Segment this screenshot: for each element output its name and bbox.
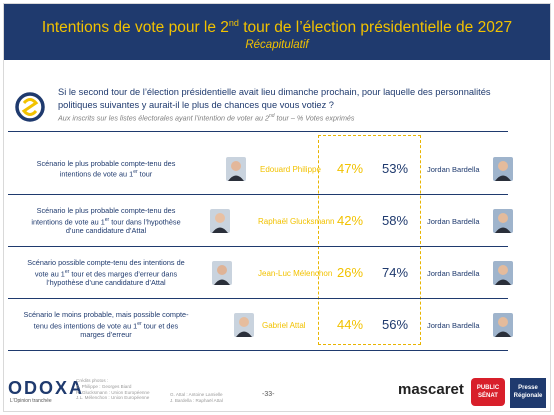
opponent-photo xyxy=(493,261,513,285)
photo-credits-2: G. Attal : Antoine Lamielle J. Bardella … xyxy=(170,392,223,403)
page-subtitle: Récapitulatif xyxy=(245,39,309,51)
divider xyxy=(8,131,508,132)
opponent-name: Jordan Bardella xyxy=(427,217,480,226)
highlight-column xyxy=(318,135,421,345)
title-banner xyxy=(4,4,550,60)
opponent-percentage: 74% xyxy=(381,265,409,280)
candidate-photo xyxy=(210,209,230,233)
candidate-photo xyxy=(234,313,254,337)
opponent-percentage: 58% xyxy=(381,213,409,228)
public-senat-logo: PUBLIC SÉNAT xyxy=(471,378,505,406)
odoxa-tagline: L’Opinion tranchée xyxy=(10,398,52,404)
candidate-percentage: 42% xyxy=(336,213,364,228)
opponent-name: Jordan Bardella xyxy=(427,321,480,330)
opponent-photo xyxy=(493,157,513,181)
row-divider xyxy=(8,298,508,299)
opponent-name: Jordan Bardella xyxy=(427,165,480,174)
scenario-row: Scénario le plus probable compte-tenu de… xyxy=(0,196,554,246)
question-note: Aux inscrits sur les listes électorales … xyxy=(58,113,355,123)
candidate-name: Raphaël Glucksmann xyxy=(258,217,335,226)
presse-regionale-logo: Presse Régionale xyxy=(510,378,546,408)
candidate-name: Gabriel Attal xyxy=(262,321,306,330)
opponent-percentage: 53% xyxy=(381,161,409,176)
scenario-row: Scénario le moins probable, mais possibl… xyxy=(0,300,554,350)
question-text: Si le second tour de l’élection présiden… xyxy=(58,87,491,110)
row-divider xyxy=(8,246,508,247)
opponent-name: Jordan Bardella xyxy=(427,269,480,278)
candidate-photo xyxy=(226,157,246,181)
scenario-description: Scénario possible compte-tenu des intent… xyxy=(27,258,185,288)
scenario-description: Scénario le plus probable compte-tenu de… xyxy=(36,158,176,179)
photo-credits: Crédits photos : E. Philippe : Georges B… xyxy=(76,378,150,401)
slide-frame xyxy=(3,3,551,412)
opponent-photo xyxy=(493,313,513,337)
row-divider xyxy=(8,194,508,195)
row-divider xyxy=(8,350,508,351)
candidate-percentage: 47% xyxy=(336,161,364,176)
scenario-row: Scénario le plus probable compte-tenu de… xyxy=(0,144,554,194)
opponent-percentage: 56% xyxy=(381,317,409,332)
opponent-photo xyxy=(493,209,513,233)
odoxa-logo: ODOXA xyxy=(8,378,85,398)
odoxa-symbol-icon xyxy=(15,92,45,122)
candidate-name: Jean-Luc Mélenchon xyxy=(258,269,333,278)
scenario-row: Scénario possible compte-tenu des intent… xyxy=(0,248,554,298)
mascaret-logo: mascaret xyxy=(398,381,464,398)
candidate-photo xyxy=(212,261,232,285)
scenario-description: Scénario le plus probable compte-tenu de… xyxy=(31,206,181,236)
page-number: -33- xyxy=(262,391,275,398)
scenario-description: Scénario le moins probable, mais possibl… xyxy=(23,310,189,340)
candidate-percentage: 44% xyxy=(336,317,364,332)
page-title: Intentions de vote pour le 2nd tour de l… xyxy=(41,18,513,37)
candidate-percentage: 26% xyxy=(336,265,364,280)
candidate-name: Edouard Philippe xyxy=(260,165,321,174)
